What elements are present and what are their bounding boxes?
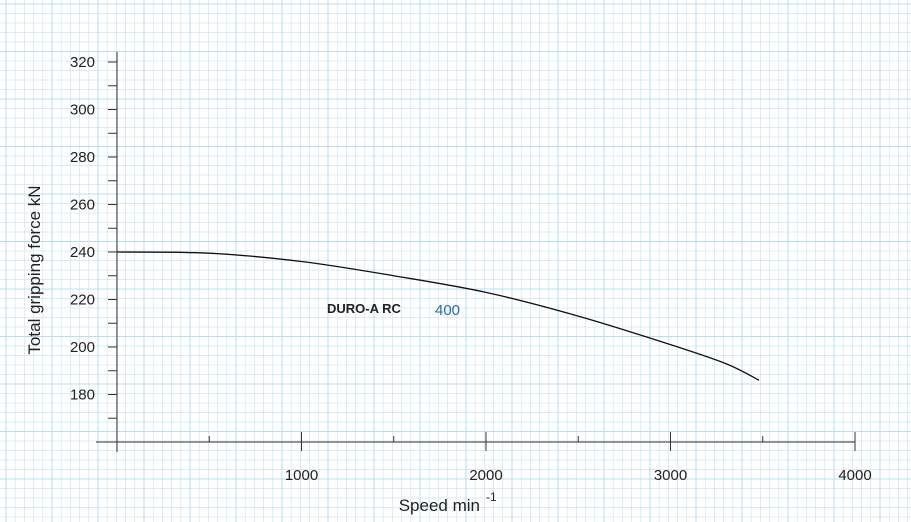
x-tick-label: 2000 xyxy=(469,467,502,484)
x-axis-title-superscript: -1 xyxy=(486,490,497,504)
series-label-name: DURO-A RC xyxy=(327,301,402,316)
y-tick-label: 240 xyxy=(70,244,95,261)
x-tick-label: 4000 xyxy=(838,467,871,484)
x-tick-label: 1000 xyxy=(285,467,318,484)
x-axis-title: Speed min xyxy=(399,496,480,515)
y-axis-title: Total gripping force kN xyxy=(25,185,44,354)
ticks: 180 200 220 240 260 280 300 320 1000 2000 3000 4000 xyxy=(70,54,872,484)
series-label-size: 400 xyxy=(435,302,460,319)
y-tick-label: 300 xyxy=(70,102,95,119)
y-tick-label: 180 xyxy=(70,387,95,404)
y-tick-label: 280 xyxy=(70,149,95,166)
y-tick-label: 260 xyxy=(70,197,95,214)
y-tick-label: 220 xyxy=(70,292,95,309)
y-tick-label: 320 xyxy=(70,54,95,71)
series xyxy=(116,251,760,381)
x-tick-label: 3000 xyxy=(654,467,687,484)
series-line xyxy=(116,251,760,381)
y-tick-label: 200 xyxy=(70,339,95,356)
